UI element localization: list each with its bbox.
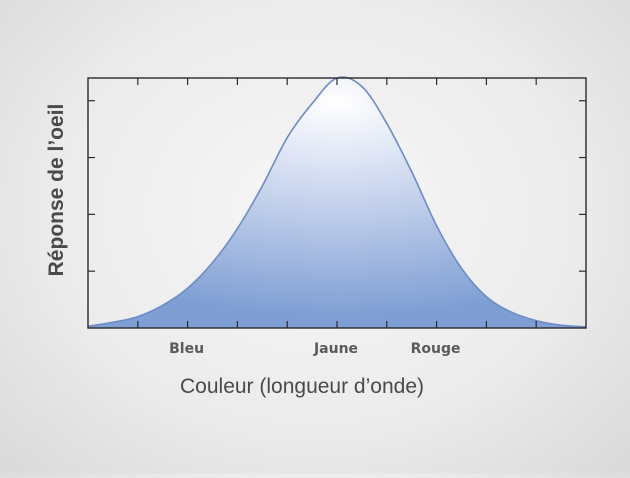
x-category-label: Bleu (169, 341, 204, 357)
y-axis-title: Réponse de l’oeil (45, 104, 68, 277)
response-area (88, 77, 586, 329)
plot-frame (87, 77, 587, 329)
x-axis-title: Couleur (longueur d’onde) (180, 375, 424, 398)
x-category-label: Rouge (411, 341, 461, 357)
x-category-label: Jaune (313, 341, 358, 357)
